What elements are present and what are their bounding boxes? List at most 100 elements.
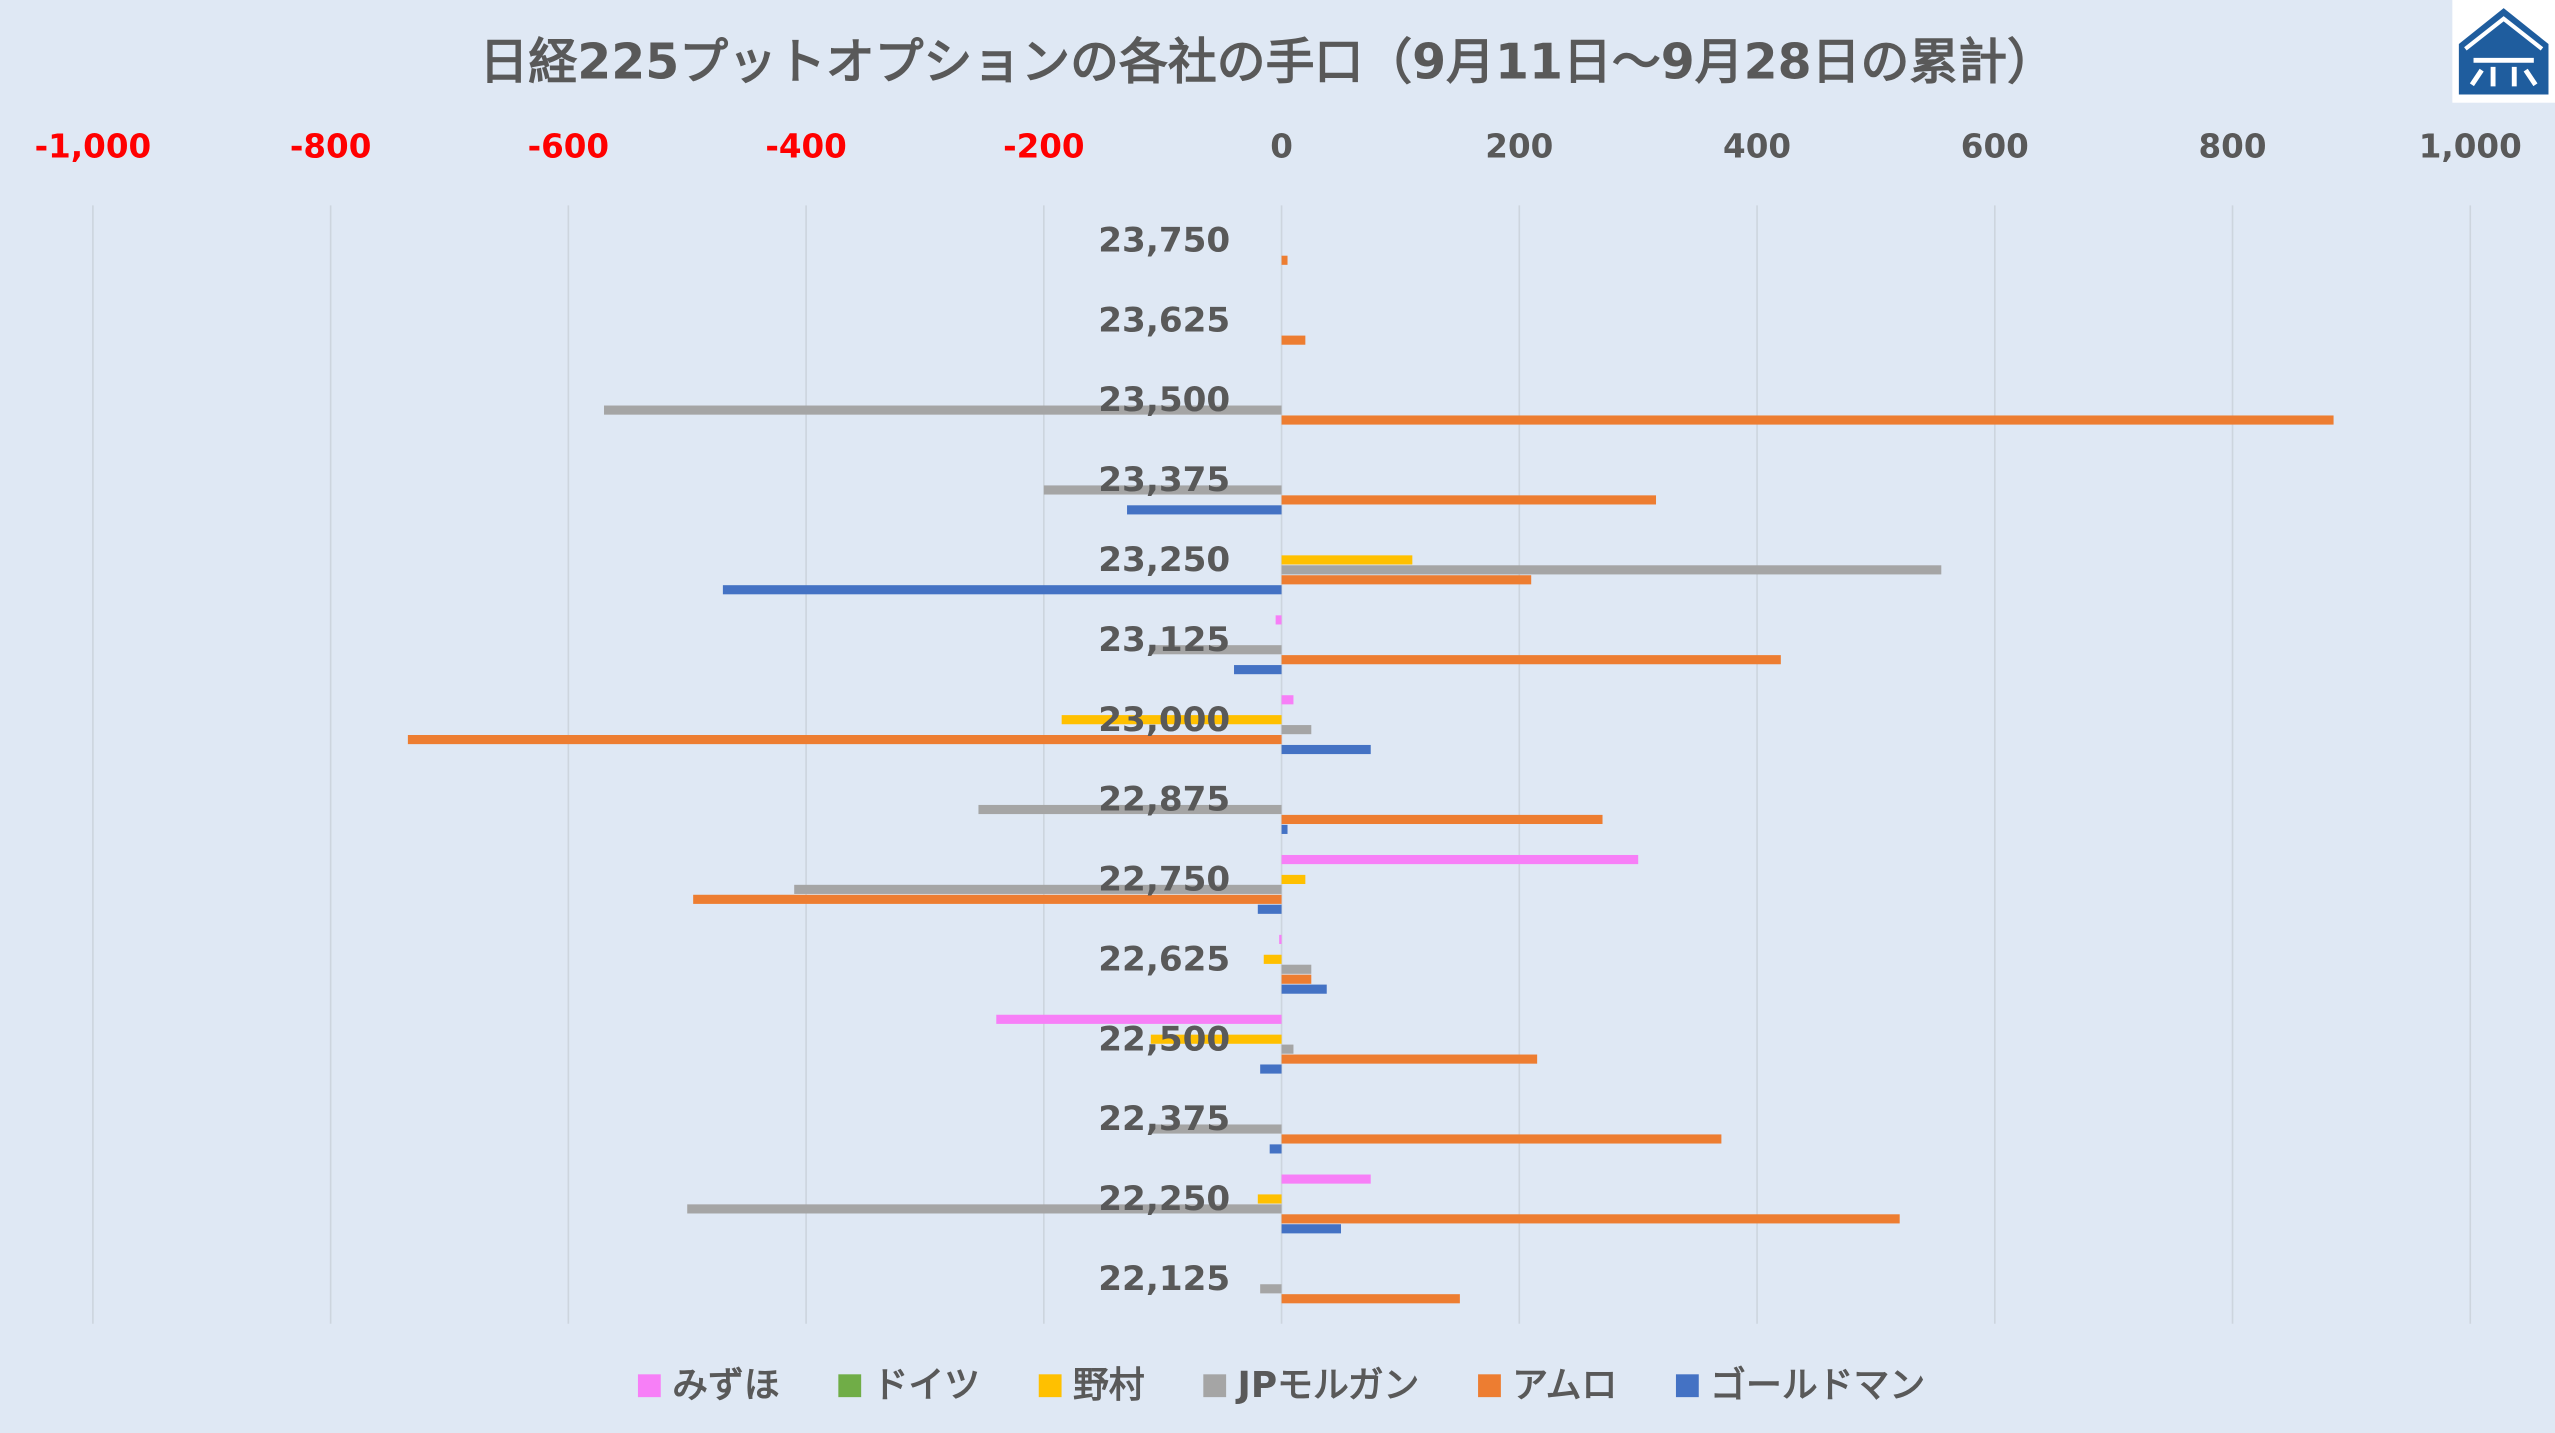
legend-label-amro: アムロ: [1512, 1365, 1617, 1406]
category-label-23375: 23,375: [1098, 460, 1230, 500]
logo-roof-line: [2464, 16, 2544, 51]
x-tick-label-neg600: -600: [528, 128, 610, 166]
bar-amro-22500: [1281, 1054, 1538, 1064]
bar-jpmorgan-23250: [1281, 565, 1942, 575]
category-label-23125: 23,125: [1098, 620, 1230, 660]
bar-goldman-23375: [1127, 505, 1282, 515]
legend-swatch-mizuho: [637, 1374, 661, 1398]
category-labels: 23,750 23,625 23,500 23,375 23,250 23,125 23,0…: [1098, 220, 1230, 1298]
legend-item-goldman: ゴールドマン: [1675, 1364, 1925, 1406]
x-tick-label-neg1000: -1,000: [35, 128, 152, 166]
bar-mizuho-23125: [1275, 615, 1282, 625]
bar-mizuho-22500: [996, 1014, 1282, 1024]
bar-goldman-23000: [1281, 744, 1371, 755]
legend-swatch-jpmorgan: [1203, 1374, 1227, 1398]
x-tick-label-1000: 1,000: [2419, 128, 2522, 166]
legend-label-nomura: 野村: [1073, 1365, 1145, 1406]
legend-swatch-nomura: [1038, 1374, 1062, 1398]
category-label-22875: 22,875: [1098, 780, 1230, 820]
bar-amro-22750: [693, 894, 1282, 904]
legend-swatch-amro: [1478, 1374, 1501, 1398]
category-label-23500: 23,500: [1098, 380, 1230, 420]
bar-amro-22250: [1281, 1214, 1900, 1224]
bar-jpmorgan-22250: [687, 1204, 1282, 1214]
bar-amro-23125: [1281, 655, 1781, 665]
bar-jpmorgan-22750: [794, 884, 1282, 894]
x-tick-label-800: 800: [2199, 128, 2267, 166]
bar-goldman-22875: [1281, 824, 1288, 834]
bar-jpmorgan-22875: [978, 804, 1282, 815]
legend-label-jpmorgan: JPモルガン: [1235, 1365, 1420, 1406]
x-tick-label-neg800: -800: [290, 128, 372, 166]
legend-item-deutsche: ドイツ: [838, 1365, 980, 1406]
category-label-22750: 22,750: [1098, 860, 1230, 900]
bar-jpmorgan-23500: [604, 405, 1282, 415]
bar-goldman-22500: [1260, 1064, 1282, 1074]
bar-nomura-22625: [1263, 954, 1282, 964]
category-label-22250: 22,250: [1098, 1179, 1230, 1219]
bar-amro-23500: [1281, 415, 2334, 425]
bar-goldman-22750: [1257, 904, 1282, 914]
bar-nomura-23250: [1281, 555, 1413, 565]
x-tick-label-400: 400: [1723, 128, 1791, 166]
bar-amro-22375: [1281, 1134, 1722, 1144]
bar-mizuho-22750: [1281, 854, 1639, 865]
category-label-22375: 22,375: [1098, 1099, 1230, 1139]
legend-item-nomura: 野村: [1038, 1365, 1145, 1406]
legend-label-goldman: ゴールドマン: [1710, 1364, 1925, 1406]
bar-amro-23625: [1281, 335, 1306, 345]
bar-amro-23375: [1281, 495, 1657, 505]
category-label-23625: 23,625: [1098, 300, 1230, 340]
bar-jpmorgan-22500: [1281, 1044, 1294, 1054]
legend-swatch-deutsche: [838, 1374, 862, 1398]
house-logo-icon: [2452, 0, 2555, 103]
bar-goldman-23250: [722, 585, 1282, 595]
legend-item-jpmorgan: JPモルガン: [1203, 1365, 1419, 1406]
bars: [407, 255, 2334, 1304]
legend-swatch-goldman: [1675, 1374, 1699, 1398]
category-label-23000: 23,000: [1098, 700, 1230, 740]
bar-amro-23250: [1281, 575, 1532, 585]
category-label-22500: 22,500: [1098, 1019, 1230, 1059]
legend-label-deutsche: ドイツ: [873, 1365, 981, 1406]
x-tick-label-neg200: -200: [1003, 128, 1085, 166]
bar-mizuho-22250: [1281, 1174, 1371, 1184]
x-tick-label-neg400: -400: [765, 128, 847, 166]
legend: みずほ ドイツ 野村 JPモルガン アムロ ゴールドマン: [637, 1364, 1925, 1406]
bar-amro-23000: [407, 735, 1282, 745]
x-tick-label-200: 200: [1485, 128, 1553, 166]
legend-item-mizuho: みずほ: [637, 1365, 780, 1406]
bar-jpmorgan-22125: [1260, 1284, 1282, 1294]
bar-jpmorgan-22375: [1150, 1124, 1282, 1134]
gridlines: [92, 205, 2472, 1324]
category-label-23750: 23,750: [1098, 220, 1230, 260]
logo-mark-lines: [2469, 57, 2538, 87]
bar-jpmorgan-23125: [1150, 645, 1282, 655]
bar-jpmorgan-23000: [1281, 725, 1312, 735]
legend-label-mizuho: みずほ: [672, 1365, 780, 1406]
x-tick-label-600: 600: [1961, 128, 2029, 166]
chart-title: 日経225プットオプションの各社の手口（9月11日～9月28日の累計）: [480, 33, 2056, 90]
bar-jpmorgan-22625: [1281, 964, 1312, 974]
legend-item-amro: アムロ: [1478, 1365, 1617, 1406]
bar-goldman-23125: [1234, 665, 1282, 675]
bar-nomura-22750: [1281, 874, 1306, 885]
bar-nomura-23000: [1061, 715, 1282, 725]
bar-goldman-22250: [1281, 1224, 1342, 1234]
category-label-22625: 22,625: [1098, 939, 1230, 979]
bar-mizuho-23000: [1281, 695, 1294, 705]
bar-amro-22875: [1281, 814, 1603, 825]
bar-amro-22125: [1281, 1294, 1460, 1304]
bar-amro-23750: [1281, 255, 1288, 265]
category-label-23250: 23,250: [1098, 540, 1230, 580]
x-tick-label-0: 0: [1270, 128, 1293, 166]
bar-nomura-22250: [1257, 1194, 1282, 1204]
bar-goldman-22625: [1281, 984, 1327, 994]
bar-mizuho-22625: [1279, 934, 1282, 945]
bar-jpmorgan-23375: [1043, 485, 1282, 495]
bar-nomura-22500: [1150, 1034, 1282, 1044]
bar-amro-22625: [1281, 974, 1312, 984]
bar-goldman-22375: [1269, 1144, 1282, 1154]
x-axis-tick-labels: -1,000 -800 -600 -400 -200 0 200 400 600 800 1,000: [35, 128, 2522, 166]
